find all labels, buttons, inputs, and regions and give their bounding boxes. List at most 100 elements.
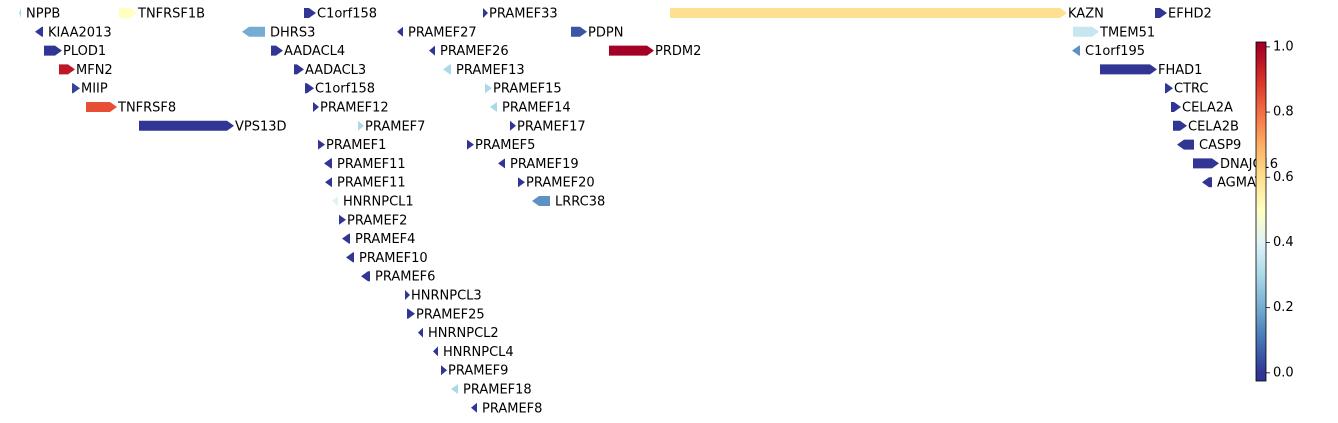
gene-label: MIIP	[81, 82, 108, 97]
gene-label: PRAMEF6	[375, 270, 435, 285]
gene-label: PRAMEF33	[489, 7, 558, 22]
gene-arrow	[1165, 83, 1173, 94]
gene-label: PRAMEF10	[359, 251, 428, 266]
gene-label: AADACL4	[284, 44, 345, 59]
gene-arrow	[19, 8, 21, 18]
gene-arrow	[433, 346, 438, 357]
gene-arrow	[1202, 177, 1212, 188]
gene-arrow	[498, 158, 505, 169]
gene-label: LRRC38	[555, 195, 605, 210]
gene-label: PRDM2	[655, 44, 701, 59]
gene-arrow	[1193, 158, 1219, 169]
colorbar	[1255, 41, 1267, 382]
gene-label: NPPB	[26, 7, 60, 22]
gene-arrow	[59, 64, 75, 75]
gene-arrow	[1073, 26, 1099, 37]
gene-arrow	[1072, 45, 1080, 56]
gene-arrow	[318, 139, 325, 150]
gene-arrow	[407, 308, 415, 319]
gene-label: C1orf158	[317, 7, 377, 22]
gene-label: PRAMEF1	[326, 138, 386, 153]
gene-label: PLOD1	[63, 44, 106, 59]
colorbar-tick-label: 0.2	[1273, 300, 1294, 315]
gene-arrow	[72, 83, 80, 94]
gene-label: PRAMEF19	[510, 157, 579, 172]
gene-arrow	[471, 402, 477, 413]
gene-label: PRAMEF12	[320, 101, 389, 116]
gene-arrow	[1173, 120, 1187, 131]
gene-label: PRAMEF4	[355, 232, 415, 247]
gene-label: PRAMEF18	[463, 383, 532, 398]
gene-label: DHRS3	[270, 25, 315, 40]
gene-arrow	[339, 214, 346, 225]
gene-arrow	[313, 102, 319, 112]
gene-arrow	[609, 45, 654, 56]
gene-label: PRAMEF27	[408, 25, 477, 40]
gene-label: PRAMEF5	[475, 138, 535, 153]
gene-label: CTRC	[1174, 82, 1208, 97]
gene-arrow	[418, 327, 423, 338]
gene-label: HNRNPCL3	[411, 289, 482, 304]
gene-arrow	[119, 8, 137, 18]
gene-label: CELA2A	[1182, 101, 1233, 116]
gene-arrow	[346, 252, 354, 263]
gene-label: PRAMEF11	[337, 176, 406, 191]
gene-arrow	[490, 102, 497, 112]
gene-label: AADACL3	[305, 63, 366, 78]
gene-label: DNAJC16	[1220, 157, 1278, 172]
gene-arrow	[443, 64, 451, 75]
colorbar-tick-label: 0.0	[1273, 365, 1294, 380]
colorbar-tick-label: 0.4	[1273, 235, 1294, 250]
gene-label: TNFRSF1B	[137, 7, 205, 22]
gene-label: PRAMEF26	[440, 44, 509, 59]
gene-arrow	[324, 158, 332, 169]
gene-label: VPS13D	[235, 119, 287, 134]
gene-label: PRAMEF9	[448, 364, 508, 379]
gene-arrow	[35, 26, 43, 37]
gene-label: EFHD2	[1168, 7, 1212, 22]
gene-label: C1orf195	[1085, 44, 1145, 59]
gene-arrow	[483, 8, 488, 18]
gene-label: TNFRSF8	[117, 101, 176, 116]
colorbar-tick-label: 0.8	[1273, 105, 1294, 120]
gene-arrow	[1171, 102, 1181, 112]
gene-label: PRAMEF15	[493, 82, 562, 97]
gene-arrow	[485, 83, 492, 94]
gene-arrow	[271, 45, 283, 56]
gene-label: KIAA2013	[48, 25, 112, 40]
colorbar-tick-label: 0.6	[1273, 170, 1294, 185]
gene-label: PRAMEF7	[365, 119, 425, 134]
gene-label: PRAMEF2	[347, 213, 407, 228]
gene-label: HNRNPCL4	[443, 345, 514, 360]
gene-label: TMEM51	[1099, 25, 1155, 40]
gene-arrow	[1100, 64, 1157, 75]
gene-label: PRAMEF14	[502, 101, 571, 116]
gene-arrow	[532, 196, 550, 206]
gene-arrow	[670, 8, 1067, 18]
gene-arrow	[44, 45, 62, 56]
gene-arrow	[467, 139, 474, 150]
gene-arrow	[304, 8, 316, 18]
gene-label: CASP9	[1199, 138, 1241, 153]
gene-arrow	[361, 271, 370, 282]
gene-label: CELA2B	[1188, 119, 1239, 134]
gene-arrow	[518, 177, 525, 188]
gene-label: AGMAT	[1217, 176, 1263, 191]
gene-label: FHAD1	[1158, 63, 1202, 78]
gene-arrow	[405, 290, 410, 300]
gene-arrow	[139, 120, 234, 131]
gene-label: PRAMEF17	[517, 119, 586, 134]
gene-arrow	[1177, 139, 1194, 150]
gene-arrow	[332, 196, 338, 206]
gene-arrow	[242, 26, 265, 37]
gene-arrow	[451, 384, 458, 394]
gene-arrow	[429, 45, 435, 56]
gene-label: PDPN	[588, 25, 623, 40]
colorbar-tick-label: 1.0	[1273, 39, 1294, 54]
gene-label: HNRNPCL1	[343, 195, 414, 210]
gene-label: KAZN	[1068, 7, 1104, 22]
gene-label: MFN2	[76, 63, 113, 78]
gene-label: PRAMEF8	[482, 401, 542, 416]
gene-label: PRAMEF20	[526, 176, 595, 191]
